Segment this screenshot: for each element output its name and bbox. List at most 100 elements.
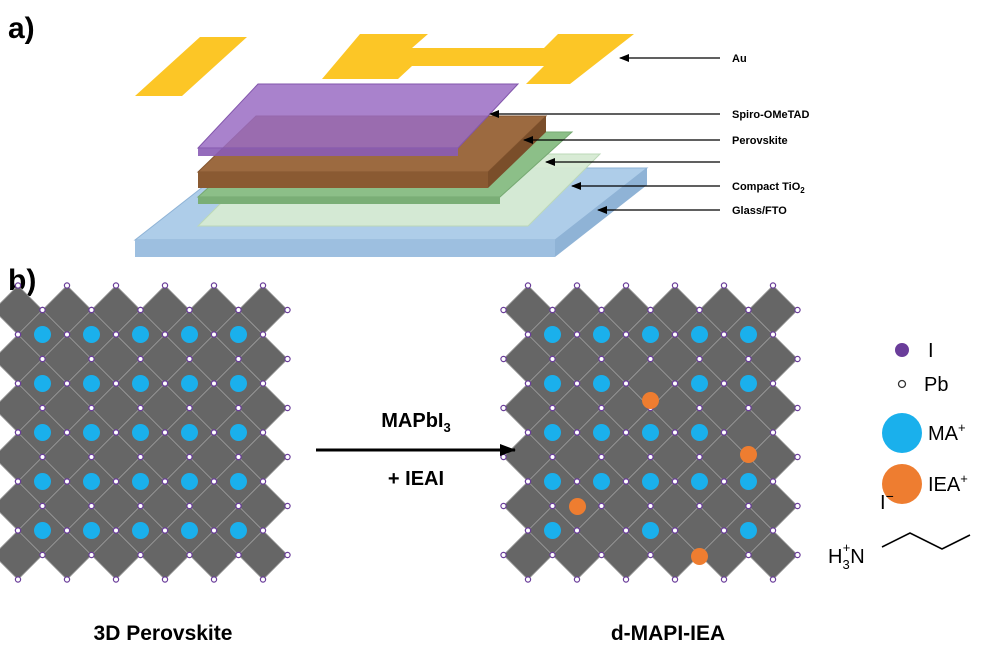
ma-cation xyxy=(642,473,659,490)
iodide-atom xyxy=(259,478,267,485)
iodide-atom xyxy=(598,306,605,314)
ma-cation xyxy=(544,326,561,343)
iodide-atom xyxy=(39,404,46,412)
layer-perovskite-side xyxy=(488,116,546,188)
iodide-atom xyxy=(112,478,120,485)
iodide-atom xyxy=(549,355,556,363)
reaction-reagent-label: MAPbI3 xyxy=(381,410,450,435)
iodide-atom xyxy=(284,355,291,363)
device-stack xyxy=(133,34,649,257)
iodide-atom xyxy=(186,551,193,559)
iodide-atom xyxy=(186,306,193,314)
iodide-atom xyxy=(210,380,218,387)
ma-cation xyxy=(691,473,708,490)
iodide-atom xyxy=(14,380,22,387)
iodide-atom xyxy=(186,355,193,363)
iodide-atom xyxy=(696,453,703,461)
iodide-atom xyxy=(671,478,679,485)
iodide-atom xyxy=(112,527,120,534)
iodide-atom xyxy=(259,527,267,534)
iodide-atom xyxy=(63,331,71,338)
ma-cation xyxy=(642,522,659,539)
caption-3d-perovskite: 3D Perovskite xyxy=(94,622,233,645)
iodide-atom xyxy=(210,527,218,534)
iodide-atom xyxy=(14,429,22,436)
iodide-atom xyxy=(500,502,507,510)
layer-label-perovskite: Perovskite xyxy=(732,135,788,147)
iodide-atom xyxy=(14,478,22,485)
iodide-atom xyxy=(769,527,777,534)
iodide-atom xyxy=(524,576,532,583)
iodide-atom xyxy=(549,453,556,461)
iodide-atom xyxy=(671,429,679,436)
iodide-atom xyxy=(696,404,703,412)
layer-mesoporous-edge xyxy=(198,197,500,204)
iodide-atom xyxy=(39,306,46,314)
iea-cation xyxy=(740,446,757,463)
iodide-atom xyxy=(622,380,630,387)
iodide-atom xyxy=(161,478,169,485)
ma-cation xyxy=(740,326,757,343)
iodide-atom xyxy=(524,429,532,436)
iodide-atom xyxy=(500,404,507,412)
iodide-atom xyxy=(745,306,752,314)
layer-label-spiro: Spiro-OMeTAD xyxy=(732,109,809,121)
reagent-main: MAPbI xyxy=(381,410,443,432)
iodide-atom xyxy=(14,576,22,583)
iodide-atom xyxy=(63,282,71,289)
layer-label-compact-tio2: Compact TiO2 xyxy=(732,181,805,195)
iodide-atom xyxy=(235,404,242,412)
iodide-atom xyxy=(259,282,267,289)
iodide-atom xyxy=(137,551,144,559)
ma-cation xyxy=(34,424,51,441)
layer-label-glass-fto: Glass/FTO xyxy=(732,205,787,217)
iodide-atom xyxy=(186,502,193,510)
iodide-atom xyxy=(161,380,169,387)
ma-cation xyxy=(230,473,247,490)
iodide-atom xyxy=(573,282,581,289)
iodide-atom xyxy=(549,502,556,510)
iea-charge: + xyxy=(960,471,968,486)
legend-lead-label: Pb xyxy=(924,374,948,396)
ma-cation xyxy=(132,424,149,441)
reaction-additive-label: + IEAI xyxy=(388,468,444,490)
iodide-atom xyxy=(794,355,801,363)
ma-cation xyxy=(132,473,149,490)
iodide-atom xyxy=(235,502,242,510)
iodide-atom xyxy=(794,453,801,461)
iodide-atom xyxy=(794,404,801,412)
ma-cation xyxy=(593,375,610,392)
ma-cation xyxy=(132,375,149,392)
iodide-atom xyxy=(235,453,242,461)
iodide-atom xyxy=(671,576,679,583)
ma-cation xyxy=(181,326,198,343)
iodide-atom xyxy=(720,282,728,289)
iodide-atom xyxy=(161,429,169,436)
iodide-atom xyxy=(671,331,679,338)
iodide-atom xyxy=(696,355,703,363)
iodide-atom xyxy=(88,355,95,363)
compact-tio2-sub: 2 xyxy=(800,186,805,195)
iodide-atom xyxy=(720,331,728,338)
iodide-atom xyxy=(647,551,654,559)
ma-cation xyxy=(181,424,198,441)
iodide-atom xyxy=(598,502,605,510)
ethyl-chain-bonds xyxy=(881,532,971,550)
iodide-atom xyxy=(284,551,291,559)
iea-cation xyxy=(642,392,659,409)
iodide-atom xyxy=(794,551,801,559)
iodide-atom xyxy=(137,306,144,314)
iodide-atom xyxy=(186,453,193,461)
ma-cation xyxy=(691,326,708,343)
iodide-atom xyxy=(88,551,95,559)
iodide-atom xyxy=(745,404,752,412)
ma-cation xyxy=(593,326,610,343)
iodide-atom xyxy=(284,306,291,314)
iea-cation xyxy=(691,548,708,565)
iodide-atom xyxy=(259,429,267,436)
amine-sub: 3 xyxy=(842,557,849,572)
iodide-atom xyxy=(161,282,169,289)
iodide-atom xyxy=(500,453,507,461)
iodide-atom xyxy=(63,576,71,583)
au-contact-left xyxy=(135,37,247,96)
